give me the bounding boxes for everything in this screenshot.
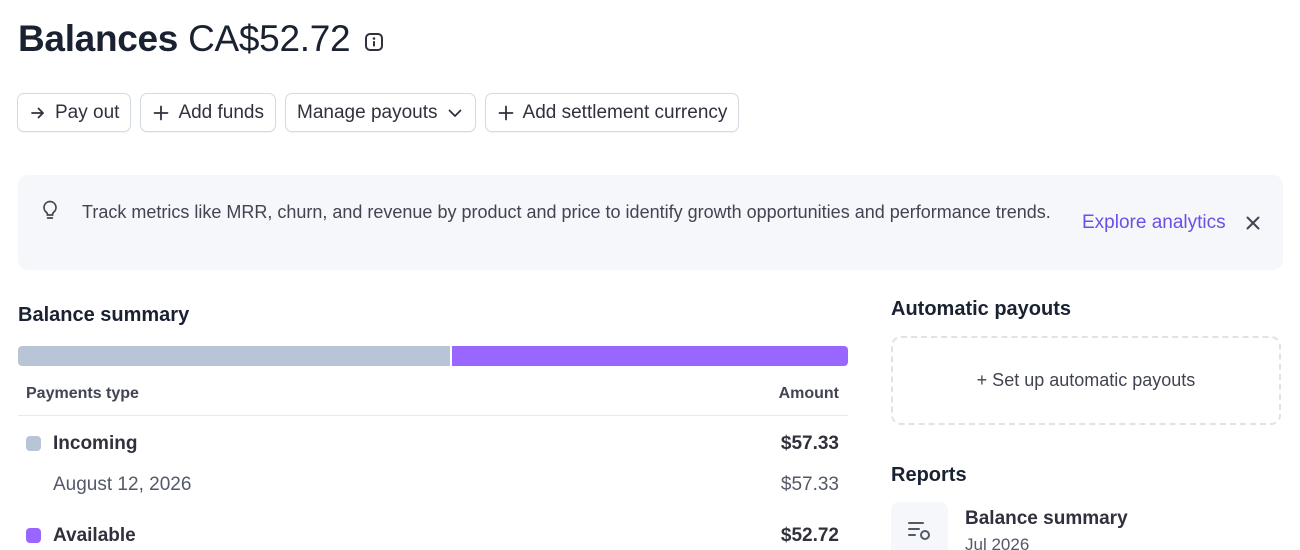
reports-title: Reports: [891, 464, 967, 486]
setup-automatic-payouts-button[interactable]: + Set up automatic payouts: [891, 336, 1281, 425]
pay-out-button[interactable]: Pay out: [17, 93, 132, 132]
manage-payouts-label: Manage payouts: [297, 101, 438, 123]
analytics-banner: Track metrics like MRR, churn, and reven…: [18, 175, 1283, 270]
payments-type-header: Payments type: [26, 385, 139, 402]
amount-header: Amount: [778, 385, 839, 402]
incoming-segment: [18, 346, 451, 366]
add-settlement-currency-label: Add settlement currency: [522, 101, 728, 123]
balance-summary-title: Balance summary: [18, 304, 190, 326]
report-item-title[interactable]: Balance summary: [965, 508, 1128, 529]
add-settlement-currency-button[interactable]: Add settlement currency: [484, 93, 740, 132]
chevron-down-icon: [448, 109, 461, 117]
explore-analytics-link[interactable]: Explore analytics: [1082, 212, 1226, 233]
lightbulb-icon: [43, 200, 57, 219]
incoming-date-label: August 12, 2026: [53, 474, 192, 495]
available-swatch: [26, 528, 41, 543]
arrow-right-icon: [31, 107, 44, 118]
info-icon[interactable]: [364, 32, 384, 52]
incoming-swatch: [26, 436, 41, 451]
page-title: Balances: [18, 18, 179, 59]
balance-total: CA$52.72: [188, 18, 351, 59]
balance-bar: [18, 346, 848, 366]
plus-icon: [154, 105, 169, 120]
table-divider: [18, 415, 848, 416]
incoming-amount: $57.33: [780, 433, 839, 454]
incoming-date-amount: $57.33: [780, 474, 839, 495]
incoming-label: Incoming: [53, 433, 138, 454]
plus-icon: [498, 105, 513, 120]
available-label: Available: [53, 525, 136, 546]
available-segment: [452, 346, 848, 366]
add-funds-label: Add funds: [178, 101, 265, 123]
available-amount: $52.72: [780, 525, 839, 546]
report-icon-container[interactable]: [891, 502, 948, 550]
close-icon[interactable]: [1244, 214, 1262, 232]
page-header: Balances CA$52.72: [18, 18, 384, 60]
setup-automatic-payouts-label: + Set up automatic payouts: [976, 370, 1196, 390]
action-toolbar: Pay out Add funds Manage payouts Add set…: [17, 93, 740, 132]
bar-divider: [450, 346, 453, 366]
report-item-date: Jul 2026: [965, 535, 1030, 550]
add-funds-button[interactable]: Add funds: [140, 93, 277, 132]
automatic-payouts-title: Automatic payouts: [891, 298, 1072, 320]
report-list-icon: [908, 522, 930, 540]
pay-out-label: Pay out: [55, 101, 120, 123]
manage-payouts-button[interactable]: Manage payouts: [285, 93, 476, 132]
banner-text: Track metrics like MRR, churn, and reven…: [82, 202, 1051, 222]
